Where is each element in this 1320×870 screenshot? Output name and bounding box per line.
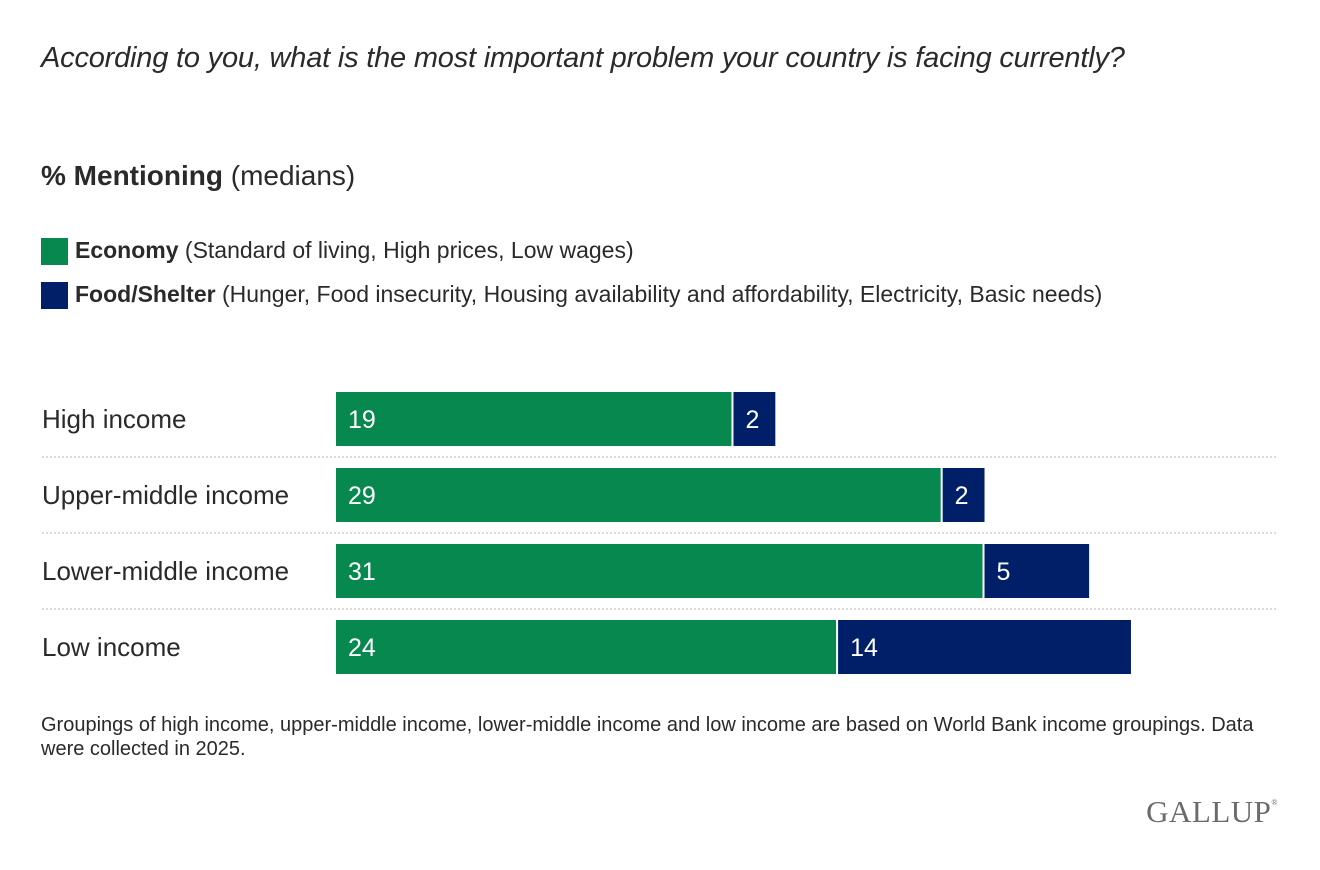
subtitle-bold: % Mentioning: [41, 160, 223, 191]
legend-item-food-shelter: Food/Shelter (Hunger, Food insecurity, H…: [41, 274, 1241, 315]
data-label-food-shelter: 2: [955, 482, 969, 510]
data-label-economy: 31: [348, 558, 376, 586]
data-label-food-shelter: 14: [850, 634, 878, 662]
legend: Economy (Standard of living, High prices…: [41, 230, 1241, 318]
data-label-economy: 24: [348, 634, 376, 662]
bar-food-shelter: [838, 620, 1131, 674]
subtitle-normal: (medians): [230, 160, 356, 191]
bar-row-upper-middle-income: Upper-middle income 29 2: [42, 468, 985, 522]
footnote: Groupings of high income, upper-middle i…: [41, 714, 1254, 760]
logo-text: GALLUP: [1146, 794, 1272, 829]
bar-economy: [336, 392, 732, 446]
legend-swatch-food-shelter: [41, 282, 68, 309]
category-label: Low income: [42, 632, 181, 662]
category-label: Lower-middle income: [42, 556, 289, 586]
bar-row-low-income: Low income 24 14: [42, 620, 1131, 674]
bar-economy: [336, 544, 983, 598]
legend-description: (Standard of living, High prices, Low wa…: [184, 237, 634, 263]
registered-mark: ®: [1271, 798, 1278, 807]
bar-economy: [336, 620, 837, 674]
data-label-food-shelter: 2: [745, 406, 759, 434]
chart-question-title: According to you, what is the most impor…: [41, 42, 1125, 74]
legend-description: (Hunger, Food insecurity, Housing availa…: [221, 281, 1103, 307]
category-label: Upper-middle income: [42, 480, 289, 510]
data-label-economy: 29: [348, 482, 376, 510]
legend-swatch-economy: [41, 238, 68, 265]
legend-label: Economy: [75, 237, 179, 263]
bar-economy: [336, 468, 941, 522]
category-label: High income: [42, 404, 187, 434]
bar-food-shelter: [984, 544, 1090, 598]
stacked-bar-chart: High income 19 2 Upper-middle income 29 2 Lowe…: [42, 392, 1278, 674]
legend-item-economy: Economy (Standard of living, High prices…: [41, 230, 1241, 271]
data-label-economy: 19: [348, 406, 376, 434]
bar-food-shelter: [733, 392, 776, 446]
legend-label: Food/Shelter: [75, 281, 216, 307]
bar-food-shelter: [942, 468, 985, 522]
data-label-food-shelter: 5: [997, 558, 1011, 586]
chart-subtitle: % Mentioning (medians): [41, 160, 355, 192]
gallup-logo: GALLUP®: [1146, 794, 1278, 830]
bar-row-lower-middle-income: Lower-middle income 31 5: [42, 544, 1090, 598]
bar-row-high-income: High income 19 2: [42, 392, 776, 446]
